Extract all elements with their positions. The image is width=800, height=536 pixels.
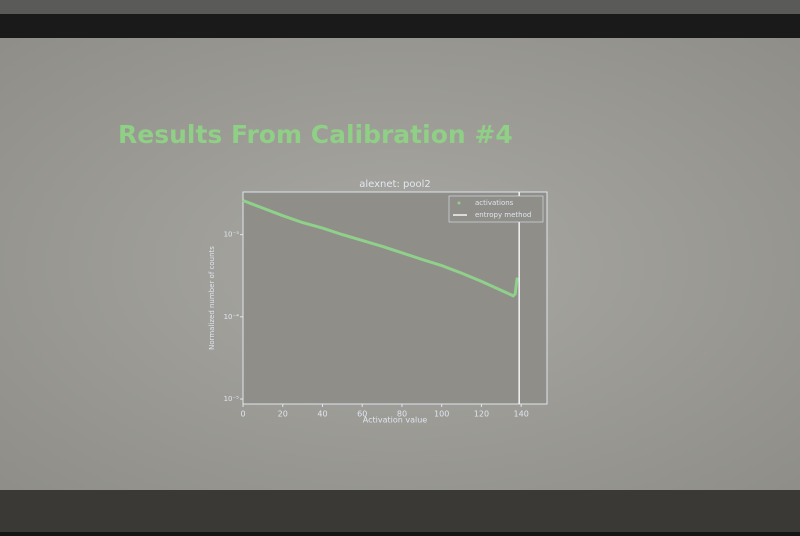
chart-title: alexnet: pool2 (359, 179, 430, 190)
x-tick-label: 100 (434, 410, 449, 419)
x-tick-label: 0 (240, 410, 245, 419)
x-tick-label: 40 (317, 410, 327, 419)
legend-marker (457, 201, 461, 205)
x-tick-label: 140 (514, 410, 529, 419)
legend-label: activations (475, 199, 514, 207)
x-tick-label: 60 (357, 410, 367, 419)
ceiling (0, 0, 800, 14)
legend-box (448, 195, 544, 223)
y-axis-label: Normalized number of counts (208, 246, 216, 350)
legend-label: entropy method (475, 211, 531, 219)
plot-area (242, 191, 548, 405)
y-tick-label: 10⁻⁵ (224, 395, 240, 403)
x-tick-label: 20 (278, 410, 288, 419)
x-tick-label: 120 (474, 410, 489, 419)
x-axis-label: Activation value (363, 416, 428, 425)
floor (0, 490, 800, 532)
activations-line (242, 199, 519, 298)
y-tick-label: 10⁻³ (224, 231, 240, 239)
y-tick-label: 10⁻⁴ (224, 313, 240, 321)
x-tick-label: 80 (397, 410, 407, 419)
slide-title: Results From Calibration #4 (118, 120, 513, 149)
